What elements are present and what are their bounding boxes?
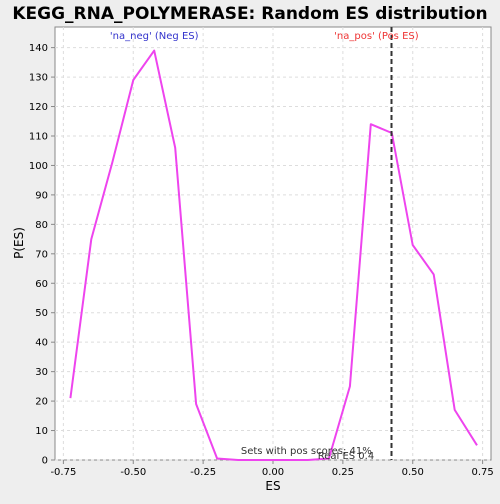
- annotations: 'na_neg' (Neg ES) 'na_pos' (Pos ES) Sets…: [110, 31, 419, 462]
- y-axis-label: P(ES): [12, 227, 26, 259]
- es-distribution-line: [69, 49, 478, 461]
- x-tick-label: 0.50: [402, 467, 424, 478]
- y-tick-label: 120: [29, 102, 48, 113]
- axes: -0.75 -0.50 -0.25 0.00 0.25 0.50 0.75 0 10 20 30 40…: [29, 43, 494, 478]
- pos-scores-note: Sets with pos scores: 41%: [241, 446, 372, 457]
- series-layer: [69, 27, 478, 461]
- y-tick-label: 70: [35, 249, 48, 260]
- y-tick-label: 10: [35, 426, 48, 437]
- y-tick-label: 20: [35, 397, 48, 408]
- y-tick-label: 50: [35, 308, 48, 319]
- x-axis-label: ES: [265, 479, 280, 493]
- y-tick-label: 110: [29, 131, 48, 142]
- x-tick-label: -0.25: [190, 467, 216, 478]
- y-tick-label: 100: [29, 161, 48, 172]
- y-tick-label: 140: [29, 43, 48, 54]
- x-tick-label: -0.50: [120, 467, 146, 478]
- x-tick-label: 0.25: [332, 467, 354, 478]
- x-tick-label: 0.75: [471, 467, 493, 478]
- y-tick-label: 60: [35, 279, 48, 290]
- x-tick-label: -0.75: [50, 467, 76, 478]
- y-tick-label: 80: [35, 220, 48, 231]
- real-es-label: Real ES 0.4: [318, 451, 374, 462]
- y-tick-label: 130: [29, 73, 48, 84]
- chart-title: KEGG_RNA_POLYMERASE: Random ES distribut…: [12, 4, 487, 24]
- neg-es-annotation: 'na_neg' (Neg ES): [110, 31, 199, 42]
- pos-es-annotation: 'na_pos' (Pos ES): [334, 31, 419, 42]
- x-tick-label: 0.00: [262, 467, 284, 478]
- y-tick-label: 90: [35, 190, 48, 201]
- y-tick-label: 40: [35, 338, 48, 349]
- y-tick-label: 30: [35, 367, 48, 378]
- y-tick-label: 0: [42, 456, 48, 467]
- grid: [55, 27, 491, 461]
